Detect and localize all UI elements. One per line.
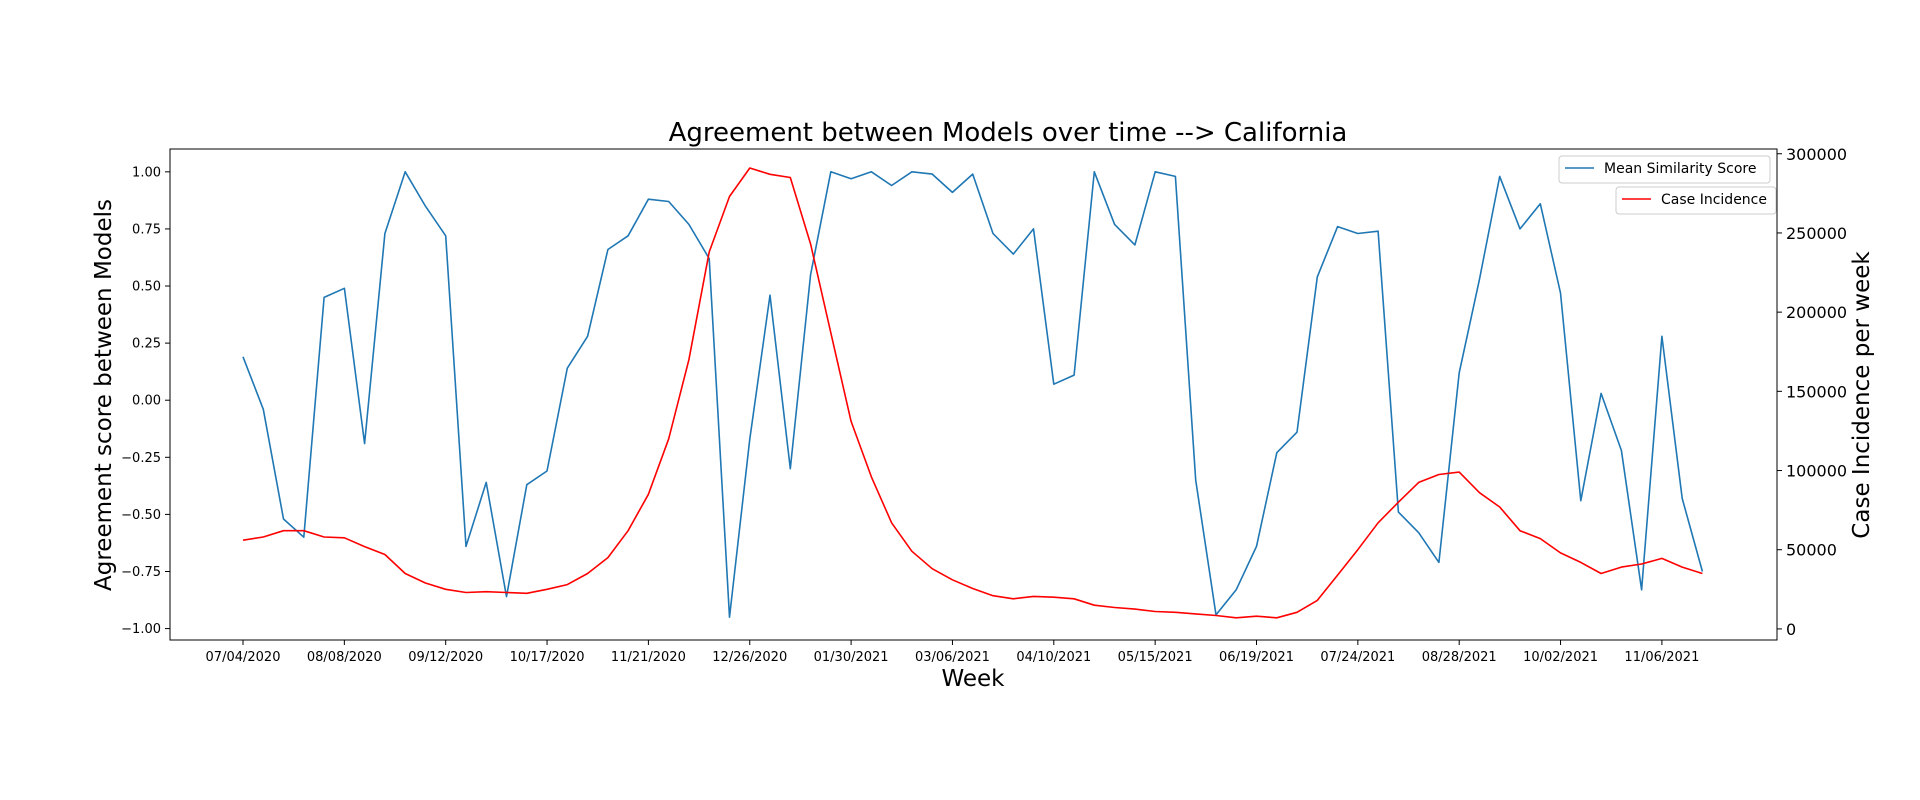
y-left-tick-label: 0.75 <box>132 222 161 237</box>
x-tick-label: 08/08/2020 <box>307 650 382 665</box>
plot-area <box>169 148 1778 641</box>
series-line-0 <box>242 171 1704 619</box>
legend-box-mean-similarity <box>1558 155 1771 184</box>
x-tick-label: 09/12/2020 <box>408 650 483 665</box>
legend-mean-similarity: Mean Similarity Score <box>1558 155 1771 184</box>
series-layer <box>242 167 1704 619</box>
y-right-tick-label: 100000 <box>1786 462 1847 481</box>
legend-box-case-incidence <box>1615 186 1777 215</box>
y-left-tick-label: −0.50 <box>121 508 161 523</box>
x-tick-label: 07/24/2021 <box>1320 650 1395 665</box>
series-line-1 <box>242 167 1703 619</box>
x-tick-label: 10/02/2021 <box>1523 650 1598 665</box>
y-axis-right: 300000 250000 200000 150000 100000 50000 0 <box>1777 145 1847 639</box>
y-left-tick-label: −0.75 <box>121 565 161 580</box>
x-tick-label: 06/19/2021 <box>1219 650 1294 665</box>
plot-frame <box>169 148 1778 641</box>
y-right-tick-label: 200000 <box>1786 303 1847 322</box>
x-tick-label: 05/15/2021 <box>1118 650 1193 665</box>
y-right-tick-label: 0 <box>1786 620 1796 639</box>
y-right-tick-label: 250000 <box>1786 224 1847 243</box>
y-axis-right-label: Case Incidence per week <box>1849 251 1875 539</box>
x-tick-label: 08/28/2021 <box>1422 650 1497 665</box>
y-right-tick-label: 50000 <box>1786 541 1837 560</box>
y-left-tick-label: −0.25 <box>121 451 161 466</box>
x-tick-label: 04/10/2021 <box>1016 650 1091 665</box>
x-axis-label: Week <box>941 666 1005 692</box>
y-axis-left-label: Agreement score between Models <box>91 199 117 591</box>
x-tick-label: 10/17/2020 <box>510 650 585 665</box>
x-tick-label: 07/04/2020 <box>206 650 281 665</box>
y-left-tick-label: 1.00 <box>132 165 161 180</box>
y-axis-left: 1.00 0.75 0.50 0.25 0.00 −0.25 −0.50 −0.75 −1.00 <box>121 165 170 637</box>
y-left-tick-label: 0.00 <box>132 394 161 409</box>
legend-label-case-incidence: Case Incidence <box>1661 192 1767 208</box>
x-tick-label: 03/06/2021 <box>915 650 990 665</box>
legend-case-incidence: Case Incidence <box>1615 186 1777 215</box>
x-tick-label: 11/21/2020 <box>611 650 686 665</box>
y-right-tick-label: 150000 <box>1786 382 1847 401</box>
x-tick-label: 11/06/2021 <box>1624 650 1699 665</box>
y-left-tick-label: 0.25 <box>132 337 161 352</box>
chart-title: Agreement between Models over time --> C… <box>669 118 1348 148</box>
legend-label-mean-similarity: Mean Similarity Score <box>1604 161 1756 177</box>
y-right-tick-label: 300000 <box>1786 145 1847 164</box>
x-axis: 07/04/2020 08/08/2020 09/12/2020 10/17/2020… <box>206 640 1699 665</box>
x-tick-label: 01/30/2021 <box>814 650 889 665</box>
x-tick-label: 12/26/2020 <box>712 650 787 665</box>
y-left-tick-label: 0.50 <box>132 280 161 295</box>
y-left-tick-label: −1.00 <box>121 622 161 637</box>
